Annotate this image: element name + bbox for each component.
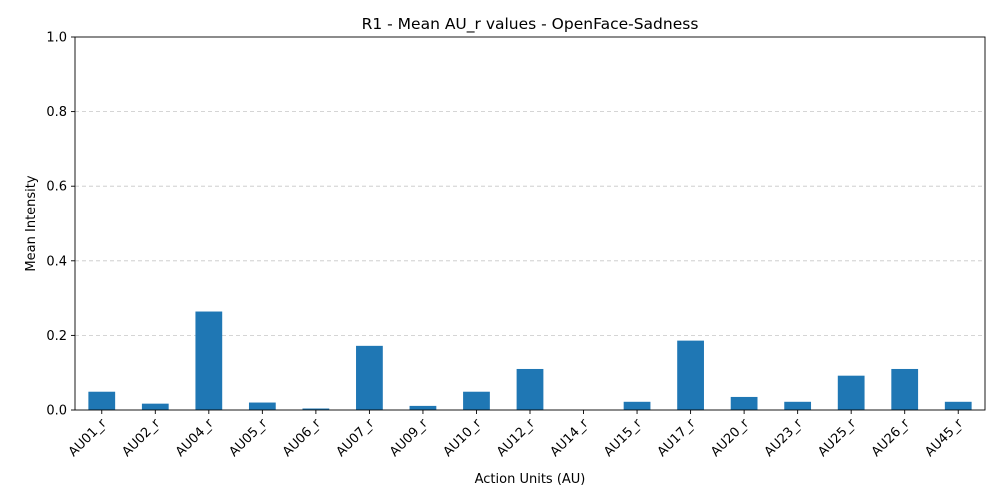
x-tick-label: AU15_r <box>601 416 645 460</box>
bar-au17-r <box>677 340 704 410</box>
bar-au12-r <box>516 368 544 410</box>
bar-au20-r <box>730 396 758 410</box>
x-tick-label: AU25_r <box>815 416 859 460</box>
x-axis-label: Action Units (AU) <box>475 472 586 487</box>
y-tick-label: 0.2 <box>46 329 67 344</box>
y-tick-label: 0.6 <box>46 180 67 195</box>
y-tick-label: 0.0 <box>46 404 67 419</box>
x-tick-label: AU09_r <box>387 416 431 460</box>
x-axis-ticks: AU01_r AU02_r AU04_r AU05_r AU06_r AU07_r AU09… <box>66 410 967 460</box>
bar-layer <box>88 311 972 410</box>
x-tick-label: AU23_r <box>762 416 806 460</box>
y-tick-label: 1.0 <box>46 31 67 46</box>
x-tick-label: AU02_r <box>119 416 163 460</box>
y-axis-ticks: 0.0 0.2 0.4 0.6 0.8 1.0 <box>46 31 75 419</box>
chart-title: R1 - Mean AU_r values - OpenFace-Sadness <box>362 15 699 34</box>
x-tick-label: AU12_r <box>494 416 538 460</box>
y-axis-label: Mean Intensity <box>24 175 39 271</box>
x-tick-label: AU05_r <box>226 416 270 460</box>
bar-au15-r <box>623 401 651 410</box>
grid-layer <box>75 111 985 336</box>
x-tick-label: AU07_r <box>334 416 378 460</box>
bar-au04-r <box>195 311 223 410</box>
x-tick-label: AU45_r <box>922 416 966 460</box>
bar-au01-r <box>88 391 116 410</box>
x-tick-label: AU20_r <box>708 416 752 460</box>
bar-au23-r <box>784 401 812 410</box>
bar-au10-r <box>463 391 490 410</box>
y-tick-label: 0.8 <box>46 105 67 120</box>
y-tick-label: 0.4 <box>46 254 67 269</box>
x-tick-label: AU04_r <box>173 416 217 460</box>
bar-au05-r <box>248 402 276 410</box>
bar-au26-r <box>891 368 919 410</box>
x-tick-label: AU26_r <box>869 416 913 460</box>
bar-au07-r <box>356 345 383 410</box>
bar-au25-r <box>837 375 865 410</box>
bar-au02-r <box>141 403 169 410</box>
x-tick-label: AU10_r <box>441 416 485 460</box>
bar-au06-r <box>302 408 330 410</box>
bar-au45-r <box>944 401 972 410</box>
bar-au09-r <box>409 405 437 410</box>
x-tick-label: AU01_r <box>66 416 110 460</box>
x-tick-label: AU17_r <box>655 416 699 460</box>
x-tick-label: AU06_r <box>280 416 324 460</box>
x-tick-label: AU14_r <box>548 416 592 460</box>
